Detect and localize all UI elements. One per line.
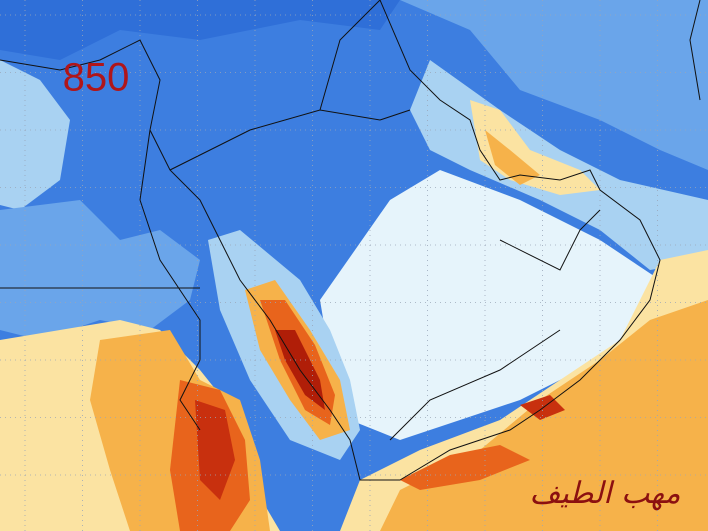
borders <box>0 0 701 481</box>
coastline-iran <box>689 0 701 101</box>
field-orange-uae <box>485 130 540 185</box>
signature: مهب الطيف <box>529 476 680 511</box>
field-red-orange-yemen <box>400 445 530 490</box>
coastline-africa <box>139 129 201 431</box>
field-mid-blue-ne <box>400 0 708 170</box>
border-uae <box>499 209 601 271</box>
border-iraq <box>319 0 381 111</box>
coastline <box>0 0 661 481</box>
field-pale-yellow-uae <box>470 100 600 195</box>
field-mid-blue <box>0 200 200 340</box>
field-light-blue <box>0 60 70 210</box>
level-label: 850 <box>63 56 130 100</box>
border-yemen <box>389 329 561 441</box>
field-red-oman <box>520 395 565 420</box>
